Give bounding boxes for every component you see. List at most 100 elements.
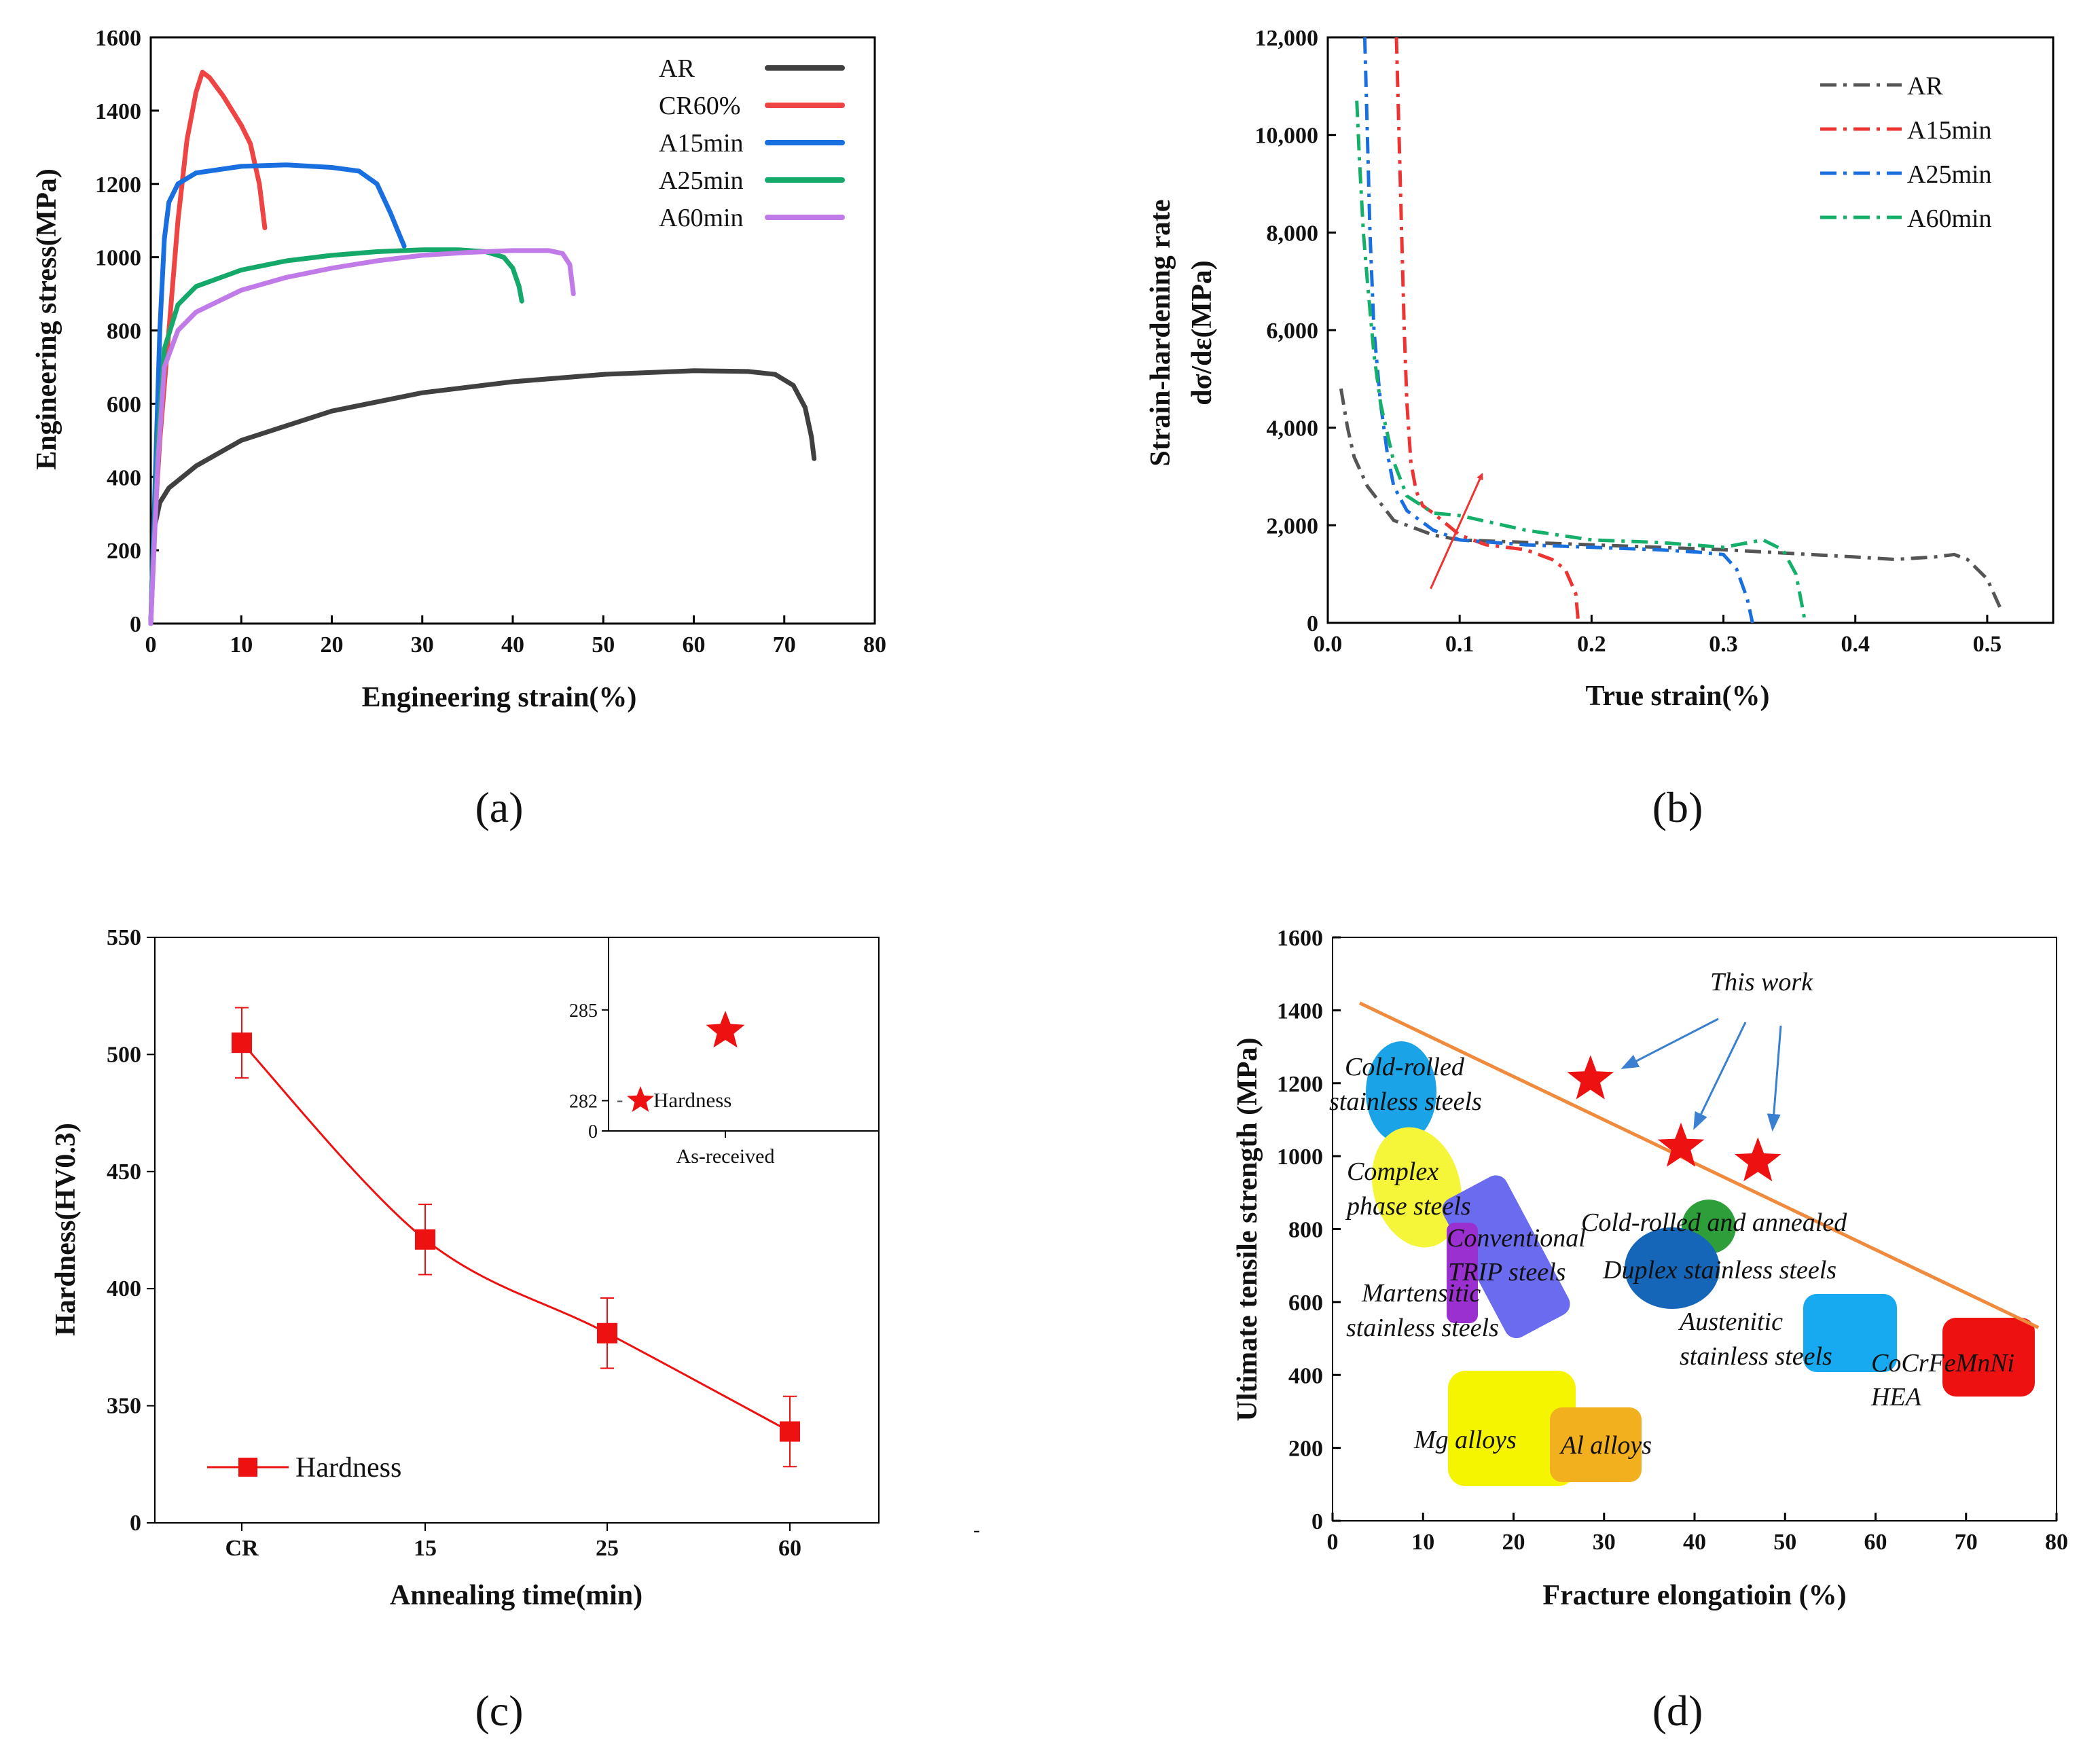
label-complex-1: Complex	[1347, 1157, 1438, 1186]
panel-c-stray-mark: -	[973, 1519, 980, 1541]
panel-b-xticks: 0.0 0.1 0.2 0.3 0.4 0.5	[1314, 615, 2002, 657]
label-duplex: Duplex stainless steels	[1602, 1256, 1836, 1284]
y-tick-label: 0	[1311, 1509, 1323, 1534]
inset-y-tick-label: 285	[569, 1001, 598, 1022]
series-line-ar	[148, 368, 817, 626]
x-tick-label: 10	[230, 632, 253, 658]
label-cold-rolled-annealed: Cold-rolled and annealed	[1581, 1208, 1847, 1237]
panel-d-arrow-2	[1693, 1022, 1747, 1130]
y-tick-label: 0	[130, 612, 141, 637]
panel-d-xlabel: Fracture elongatioin (%)	[1542, 1580, 1846, 1611]
legend-label: CR60%	[659, 92, 740, 120]
region-conventional-trip	[1442, 1175, 1570, 1339]
y-tick-label: 200	[1288, 1437, 1323, 1462]
panel-c-frame	[154, 937, 880, 1524]
panel-c-xticks: CR 15 25 60	[225, 1523, 801, 1561]
x-tick-label: 0.1	[1445, 632, 1474, 657]
label-martensitic-1: Martensitic	[1361, 1279, 1481, 1308]
panel-d-yticks: 0 200 400 600 800 1000 1200 1400 1600	[1277, 926, 1341, 1534]
y-tick-label: 500	[107, 1042, 141, 1067]
x-tick-label: 70	[1955, 1530, 1978, 1555]
panel-c-ylabel: Hardness(HV0.3)	[50, 1123, 82, 1336]
y-tick-label: 600	[107, 392, 141, 417]
x-tick-label: 0.5	[1973, 632, 2002, 657]
x-tick-label: 10	[1411, 1530, 1434, 1555]
label-martensitic-2: stainless steels	[1346, 1314, 1499, 1342]
y-tick-label: 4,000	[1267, 416, 1319, 442]
panel-b-legend: AR A15min A25min A60min	[1820, 72, 1992, 233]
panel-c-inset-xtick-label: As-received	[676, 1145, 775, 1168]
x-tick-label: 0.3	[1709, 632, 1738, 657]
hardness-line	[240, 1042, 791, 1433]
series-line-a25min	[148, 247, 524, 626]
x-tick-label: CR	[225, 1536, 259, 1561]
hardness-point	[232, 1032, 252, 1054]
y-tick-label: 600	[1288, 1291, 1323, 1316]
this-work-star	[1735, 1137, 1781, 1182]
panel-a-yticks: 0 200 400 600 800 1000 1200 1400 1600	[95, 26, 159, 637]
panel-d-this-work-label: This work	[1710, 968, 1813, 996]
panel-c-inset: 282 285 0 As-received - Hardness	[569, 937, 879, 1168]
panel-a-xlabel: Engineering strain(%)	[362, 682, 637, 713]
region-complex-phase	[1371, 1127, 1462, 1248]
x-tick-label: 0.2	[1577, 632, 1606, 657]
hardness-point	[597, 1322, 617, 1344]
y-tick-label: 1200	[1277, 1072, 1323, 1097]
panel-d-arrow-1	[1621, 1018, 1719, 1069]
panel-d-xticks: 0 10 20 30 40 50 60 70 80	[1327, 1513, 2068, 1555]
series-line-a60min	[148, 248, 576, 626]
panel-b-ylabel-line1: Strain-hardening rate	[1145, 199, 1176, 466]
panel-c-legend-marker	[238, 1458, 257, 1477]
inset-y-tick-label: 282	[569, 1091, 598, 1112]
label-conventional-2: TRIP steels	[1448, 1258, 1566, 1286]
series-line-a25min	[1362, 37, 1754, 623]
panel-c-xlabel: Annealing time(min)	[390, 1580, 643, 1611]
panel-c-inset-legend-dash: -	[617, 1090, 623, 1111]
x-tick-label: 0.4	[1841, 632, 1870, 657]
label-al-alloys: Al alloys	[1559, 1431, 1652, 1460]
panel-a-label: (a)	[475, 783, 523, 831]
panel-b-lines	[1339, 37, 2002, 623]
panel-a-legend: AR CR60% A15min A25min A60min	[659, 54, 845, 232]
label-conventional-1: Conventional	[1447, 1224, 1586, 1253]
panel-c-yticks: 350 400 450 500 550 0	[107, 925, 155, 1536]
inset-y-tick-label: 0	[588, 1121, 598, 1142]
series-line-a60min	[1355, 101, 1807, 623]
region-cocrfemnni-hea	[1942, 1318, 2035, 1397]
x-tick-label: 25	[596, 1536, 619, 1561]
panel-b-xlabel: True strain(%)	[1585, 681, 1769, 712]
panel-d-stars	[1567, 1055, 1781, 1182]
legend-label: A60min	[1907, 204, 1992, 233]
y-tick-label: 2,000	[1267, 514, 1319, 539]
legend-label: A15min	[1907, 116, 1992, 145]
y-tick-label: 350	[107, 1394, 141, 1419]
x-tick-label: 30	[411, 632, 434, 658]
legend-label: A15min	[659, 129, 744, 158]
y-tick-label: 8,000	[1267, 221, 1319, 246]
this-work-star	[1567, 1055, 1614, 1100]
panel-b-yticks: 0 2,000 4,000 6,000 8,000 10,000 12,000	[1255, 26, 1336, 636]
panel-c-inset-legend: - Hardness	[617, 1086, 731, 1112]
y-tick-label: 0	[1307, 611, 1318, 636]
panel-c-inset-legend-text: Hardness	[653, 1088, 731, 1112]
x-tick-label: 0	[1327, 1530, 1339, 1555]
region-cold-rolled-stainless	[1366, 1041, 1436, 1143]
series-line-a15min	[1394, 37, 1580, 623]
x-tick-label: 20	[1502, 1530, 1525, 1555]
region-duplex	[1625, 1227, 1720, 1309]
panel-b-label: (b)	[1652, 783, 1703, 831]
series-line-a15min	[148, 162, 407, 626]
x-tick-label: 60	[683, 632, 706, 658]
panel-a: 0 10 20 30 40 50 60 70 80 0 200 400 600 800 1000 1200 1…	[31, 26, 886, 831]
y-tick-label: 1400	[95, 99, 141, 124]
y-tick-label: 800	[1288, 1218, 1323, 1243]
panel-c-legend: Hardness	[207, 1452, 401, 1483]
this-work-star	[1657, 1122, 1705, 1167]
y-tick-label: 1000	[95, 246, 141, 271]
panel-c-label: (c)	[475, 1687, 523, 1735]
hardness-point	[780, 1421, 800, 1442]
panel-b-red-arrow	[1430, 473, 1483, 590]
x-tick-label: 80	[2045, 1530, 2068, 1555]
y-tick-label: 1200	[95, 173, 141, 198]
region-austenitic	[1803, 1294, 1897, 1372]
